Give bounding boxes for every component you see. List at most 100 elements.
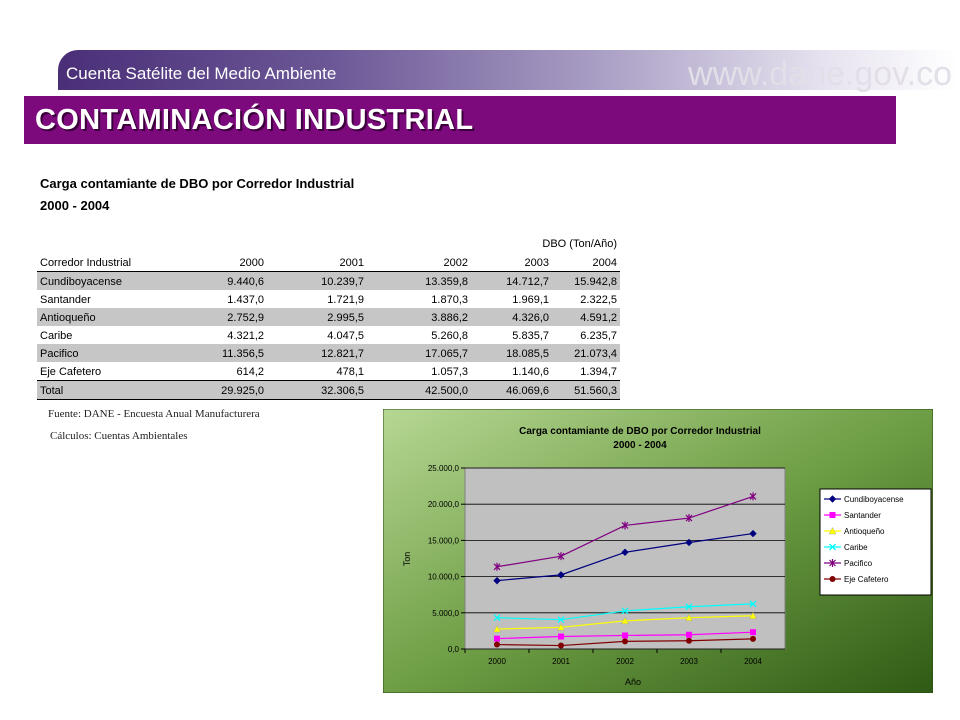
x-tick-label: 2001 bbox=[552, 657, 570, 666]
page-title: CONTAMINACIÓN INDUSTRIAL bbox=[35, 104, 474, 136]
table-row: Antioqueño 2.752,9 2.995,5 3.886,2 4.326… bbox=[37, 308, 620, 326]
x-axis-label: Año bbox=[625, 677, 641, 687]
series-2 bbox=[493, 611, 757, 633]
column-header: 2003 bbox=[471, 253, 552, 272]
chart-title: Carga contamiante de DBO por Corredor In… bbox=[519, 426, 761, 437]
legend-item: Eje Cafetero bbox=[824, 575, 889, 584]
data-point bbox=[750, 629, 756, 636]
series-0 bbox=[493, 529, 757, 585]
legend-item: Caribe bbox=[824, 543, 868, 552]
legend-label: Santander bbox=[844, 511, 881, 520]
table-cell: 21.073,4 bbox=[552, 344, 620, 362]
column-header: 2001 bbox=[267, 253, 367, 272]
table-cell: 614,2 bbox=[236, 366, 264, 378]
table-row: Eje Cafetero 614,2 478,1 1.057,3 1.140,6… bbox=[37, 362, 620, 381]
data-point bbox=[685, 514, 693, 523]
data-point bbox=[621, 521, 629, 530]
header-url: www.dane.gov.co bbox=[688, 55, 952, 93]
data-point bbox=[749, 611, 757, 619]
data-point bbox=[493, 625, 501, 633]
table-cell: 1.394,7 bbox=[580, 366, 617, 378]
data-point bbox=[622, 632, 628, 639]
legend bbox=[819, 488, 932, 596]
column-header: 2004 bbox=[552, 253, 620, 272]
y-tick-label: 20.000,0 bbox=[428, 500, 460, 509]
chart-subtitle: 2000 - 2004 bbox=[613, 440, 667, 451]
data-point bbox=[557, 571, 565, 579]
table-cell: Caribe bbox=[40, 330, 73, 342]
legend-marker bbox=[829, 512, 836, 518]
gridlines bbox=[465, 467, 785, 650]
table-cell: 29.925,0 bbox=[167, 380, 267, 400]
table-cell: 12.821,7 bbox=[267, 344, 367, 362]
table-cell: 4.321,2 bbox=[227, 330, 264, 342]
data-table: DBO (Ton/Año) Corredor Industrial 2000 2… bbox=[37, 234, 620, 400]
table-cell: 3.886,2 bbox=[367, 308, 471, 326]
data-point bbox=[685, 613, 693, 621]
source-note: Fuente: DANE - Encuesta Anual Manufactur… bbox=[48, 408, 260, 420]
data-point bbox=[558, 642, 564, 649]
table-cell: 1.057,3 bbox=[431, 366, 468, 378]
table-cell: Eje Cafetero bbox=[40, 366, 102, 378]
series-1 bbox=[494, 629, 756, 642]
data-point bbox=[494, 635, 500, 642]
data-point bbox=[557, 616, 565, 624]
table-cell: Total bbox=[37, 380, 167, 400]
table-cell: Pacifico bbox=[37, 344, 167, 362]
table-total-row: Total 29.925,0 32.306,5 42.500,0 46.069,… bbox=[37, 380, 620, 400]
y-tick-label: 10.000,0 bbox=[428, 573, 460, 582]
legend-item: Cundiboyacense bbox=[824, 495, 904, 504]
table-cell: 478,1 bbox=[336, 366, 364, 378]
table-cell: 1.721,9 bbox=[327, 294, 364, 306]
table-cell: 18.085,5 bbox=[471, 344, 552, 362]
table-title: Carga contamiante de DBO por Corredor In… bbox=[40, 176, 355, 191]
data-point bbox=[685, 603, 693, 611]
table-row: Pacifico 11.356,5 12.821,7 17.065,7 18.0… bbox=[37, 344, 620, 362]
table-cell: 15.942,8 bbox=[552, 271, 620, 290]
x-tick-label: 2003 bbox=[680, 657, 698, 666]
data-point bbox=[622, 638, 628, 645]
y-tick-label: 5.000,0 bbox=[432, 609, 459, 618]
header-band bbox=[58, 50, 958, 90]
series-4 bbox=[493, 492, 757, 571]
y-axis-label: Ton bbox=[402, 552, 412, 567]
table-row: Caribe 4.321,2 4.047,5 5.260,8 5.835,7 6… bbox=[37, 326, 620, 344]
data-point bbox=[493, 562, 501, 571]
y-tick-label: 15.000,0 bbox=[428, 536, 460, 545]
legend-entries: Cundiboyacense Santander Antioqueño Caribe P… bbox=[824, 495, 904, 584]
table-cell: 2.322,5 bbox=[580, 294, 617, 306]
x-tick-label: 2000 bbox=[488, 657, 506, 666]
data-point bbox=[621, 616, 629, 625]
legend-marker bbox=[829, 543, 836, 551]
table-cell: 9.440,6 bbox=[167, 271, 267, 290]
header-subtitle: Cuenta Satélite del Medio Ambiente bbox=[66, 64, 337, 83]
table-cell: 2.752,9 bbox=[167, 308, 267, 326]
table-cell: 10.239,7 bbox=[267, 271, 367, 290]
legend-label: Eje Cafetero bbox=[844, 575, 889, 584]
data-series bbox=[493, 492, 757, 649]
calculation-note: Cálculos: Cuentas Ambientales bbox=[50, 430, 188, 442]
data-point bbox=[749, 600, 757, 608]
y-axis-ticks: 0,0 5.000,0 10.000,0 15.000,0 20.000,0 25.000… bbox=[428, 464, 465, 654]
series-3 bbox=[493, 600, 757, 624]
data-point bbox=[686, 637, 692, 644]
legend-marker bbox=[829, 559, 836, 567]
data-point bbox=[685, 538, 693, 547]
table-cell: 4.047,5 bbox=[327, 330, 364, 342]
table-cell: 14.712,7 bbox=[471, 271, 552, 290]
chart-svg: Carga contamiante de DBO por Corredor In… bbox=[383, 409, 933, 693]
x-axis-ticks: 2000 2001 2002 2003 2004 bbox=[464, 649, 762, 666]
legend-label: Caribe bbox=[844, 543, 868, 552]
table-cell: 6.235,7 bbox=[580, 330, 617, 342]
data-point bbox=[749, 492, 757, 501]
table-cell: Antioqueño bbox=[37, 308, 167, 326]
data-point bbox=[558, 633, 564, 640]
legend-label: Pacifico bbox=[844, 559, 873, 568]
data-point bbox=[493, 614, 501, 622]
legend-item: Santander bbox=[824, 511, 881, 520]
y-tick-label: 0,0 bbox=[448, 645, 460, 654]
column-header: Corredor Industrial bbox=[37, 253, 167, 272]
data-point bbox=[750, 635, 756, 642]
legend-item: Pacifico bbox=[824, 559, 873, 568]
legend-label: Cundiboyacense bbox=[844, 495, 904, 504]
